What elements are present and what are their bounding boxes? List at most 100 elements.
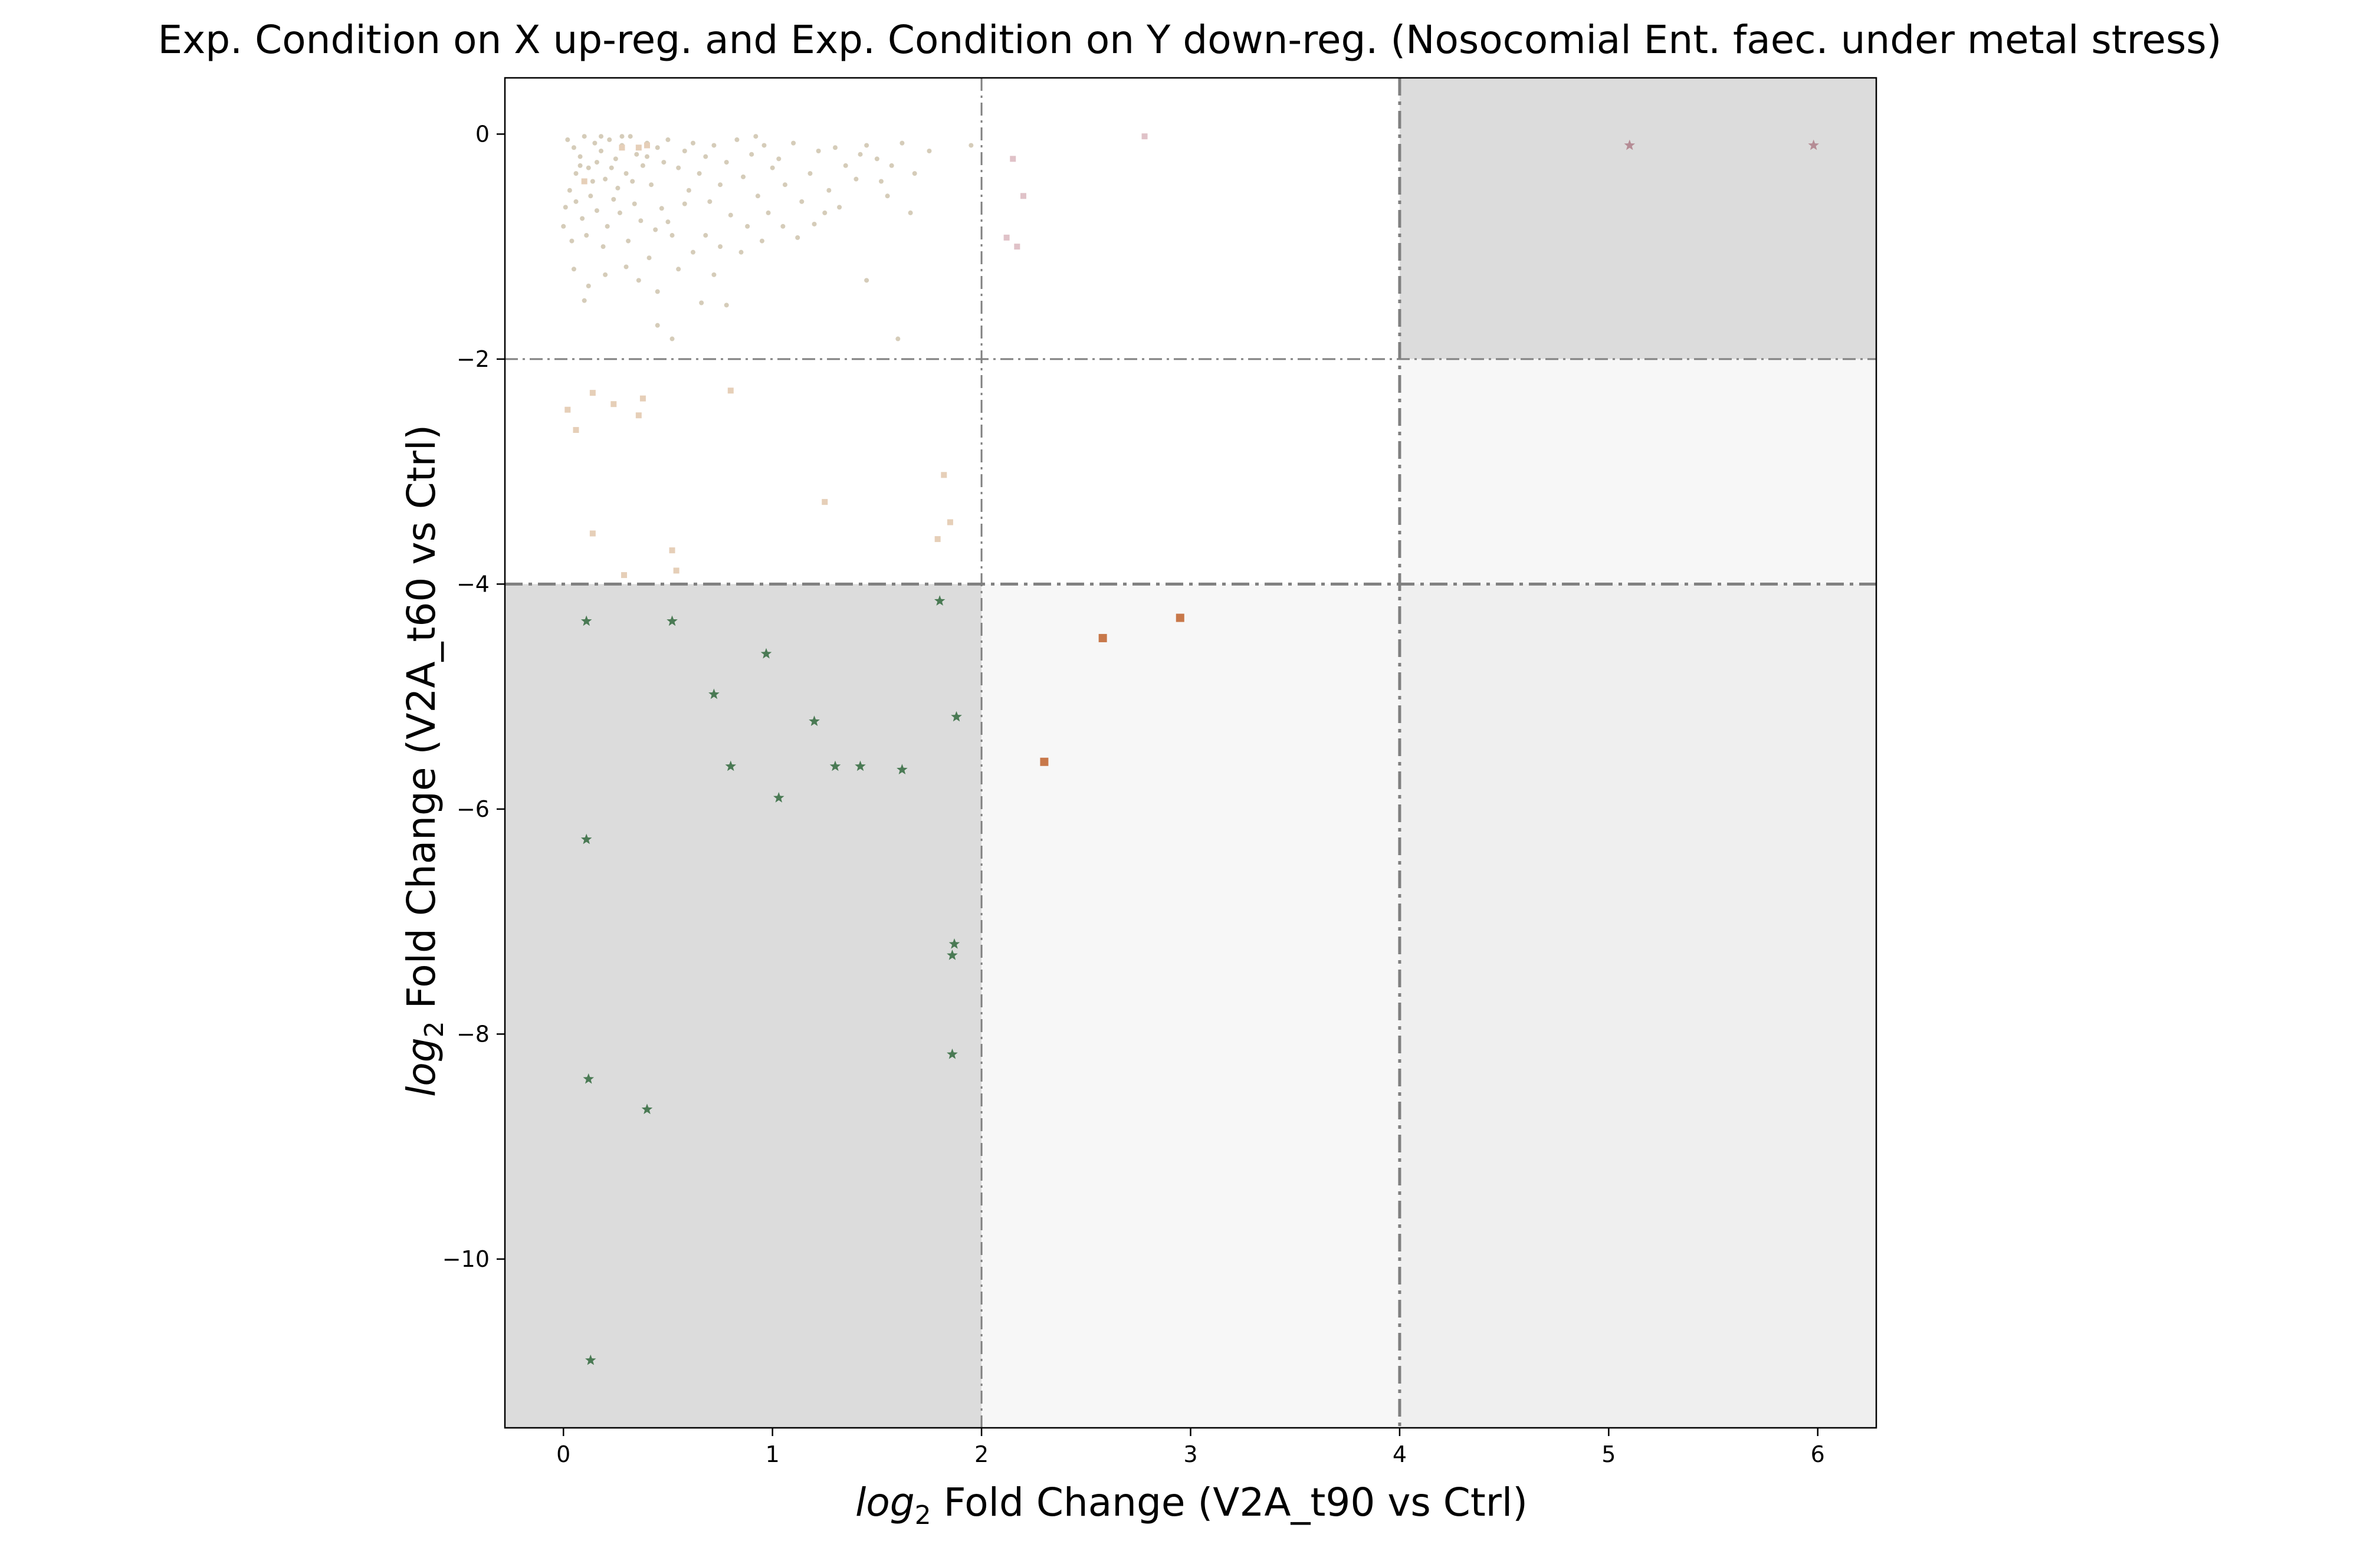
data-point: [941, 472, 947, 478]
data-point: [561, 224, 566, 229]
x-tick-label: 3: [1183, 1441, 1197, 1467]
data-point: [582, 298, 587, 303]
data-point: [812, 221, 817, 226]
data-point: [766, 210, 771, 215]
data-point: [632, 201, 637, 206]
data-point: [669, 336, 675, 341]
data-point: [636, 278, 641, 283]
x-tick-label: 4: [1393, 1441, 1407, 1467]
data-point: [822, 499, 828, 505]
data-point: [738, 249, 744, 255]
data-point: [673, 567, 679, 574]
data-point: [822, 210, 828, 215]
shaded-region-1: [1399, 78, 1876, 359]
data-point: [613, 156, 618, 162]
data-point: [639, 395, 646, 402]
data-point: [649, 182, 654, 188]
data-point: [690, 140, 695, 146]
data-point: [667, 615, 678, 626]
data-point: [623, 264, 629, 270]
data-point: [799, 199, 805, 204]
data-point: [897, 764, 908, 774]
data-point: [864, 143, 869, 148]
data-point: [580, 833, 592, 845]
x-tick-label: 0: [556, 1441, 570, 1467]
data-point: [583, 1073, 595, 1084]
data-point: [603, 272, 608, 277]
data-point: [573, 171, 579, 176]
data-point: [621, 572, 628, 579]
data-point: [641, 1103, 653, 1115]
data-point: [676, 267, 681, 272]
data-point: [644, 142, 651, 149]
data-point: [563, 205, 568, 210]
data-point: [895, 336, 901, 341]
data-point: [749, 152, 754, 157]
data-point: [564, 406, 571, 413]
data-point: [734, 137, 740, 142]
data-point: [1624, 139, 1636, 150]
x-tick-label: 5: [1601, 1441, 1616, 1467]
data-point: [588, 193, 593, 199]
shaded-region-0: [505, 584, 982, 1428]
data-point: [829, 760, 841, 771]
data-point: [934, 536, 941, 543]
data-point: [590, 179, 595, 184]
y-tick-label: −8: [457, 1021, 490, 1047]
shaded-region-4: [1399, 584, 1876, 1428]
data-points: [561, 133, 1819, 1365]
data-point: [669, 233, 675, 238]
data-point: [947, 1048, 958, 1059]
data-point: [569, 238, 575, 244]
data-point: [594, 160, 599, 165]
data-point: [605, 224, 610, 229]
data-point: [565, 137, 570, 142]
x-tick-label: 1: [766, 1441, 780, 1467]
data-point: [610, 401, 617, 408]
data-point: [708, 688, 720, 699]
data-point: [669, 547, 675, 554]
data-point: [934, 595, 946, 606]
data-point: [1808, 139, 1819, 150]
data-point: [577, 154, 583, 159]
data-point: [609, 165, 614, 170]
data-point: [580, 615, 592, 626]
data-point: [776, 156, 782, 162]
data-point: [577, 163, 583, 168]
data-point: [703, 154, 708, 159]
data-point: [807, 171, 813, 176]
data-point: [711, 272, 717, 277]
data-point: [1010, 156, 1016, 162]
data-point: [707, 199, 713, 204]
data-point: [638, 218, 644, 224]
data-point: [571, 145, 576, 150]
data-point: [630, 179, 635, 184]
plot-area: [504, 77, 1877, 1429]
data-point: [853, 176, 859, 182]
data-point: [573, 199, 579, 204]
data-point: [600, 244, 606, 249]
data-point: [912, 171, 917, 176]
data-point: [947, 950, 958, 960]
data-point: [855, 760, 866, 771]
data-point: [599, 134, 604, 139]
data-point: [699, 300, 704, 305]
data-point: [665, 137, 671, 142]
data-point: [665, 219, 671, 225]
y-tick-label: −4: [457, 571, 490, 597]
data-point: [686, 188, 691, 193]
data-point: [791, 140, 796, 146]
data-point: [623, 171, 629, 176]
data-point: [1040, 757, 1049, 766]
data-point: [619, 134, 625, 139]
data-point: [826, 188, 832, 193]
data-point: [864, 278, 869, 283]
data-point: [1003, 234, 1010, 241]
data-point: [594, 208, 599, 213]
data-point: [589, 530, 596, 537]
data-point: [843, 163, 848, 168]
data-point: [761, 143, 767, 148]
data-point: [580, 216, 585, 221]
data-point: [832, 145, 838, 150]
y-tick-label: 0: [475, 121, 490, 147]
